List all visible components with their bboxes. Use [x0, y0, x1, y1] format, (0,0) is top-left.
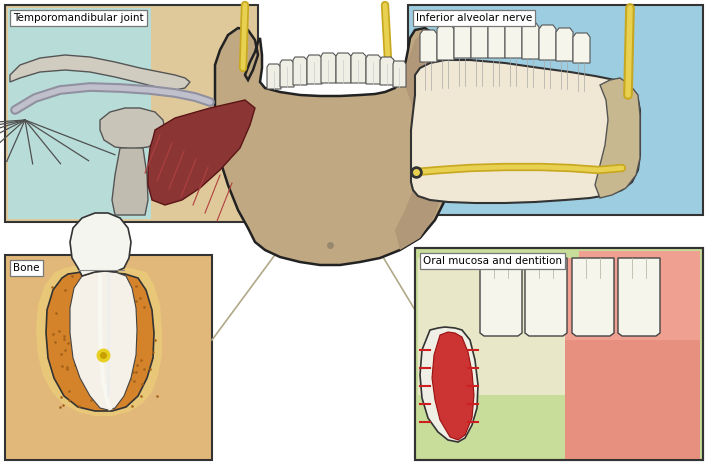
- Polygon shape: [366, 55, 381, 84]
- Polygon shape: [595, 78, 640, 198]
- Polygon shape: [454, 21, 471, 58]
- FancyBboxPatch shape: [415, 248, 703, 460]
- FancyBboxPatch shape: [5, 5, 258, 222]
- Polygon shape: [307, 55, 322, 84]
- Polygon shape: [46, 272, 154, 411]
- Polygon shape: [36, 265, 162, 416]
- Polygon shape: [395, 30, 448, 250]
- FancyBboxPatch shape: [408, 5, 703, 215]
- Polygon shape: [488, 21, 505, 58]
- Polygon shape: [293, 57, 307, 85]
- Polygon shape: [267, 64, 281, 89]
- Polygon shape: [148, 100, 255, 205]
- Polygon shape: [393, 61, 406, 87]
- Polygon shape: [420, 327, 478, 442]
- Polygon shape: [336, 53, 351, 83]
- FancyBboxPatch shape: [8, 8, 151, 219]
- Polygon shape: [522, 23, 539, 59]
- Polygon shape: [437, 25, 454, 60]
- Polygon shape: [556, 28, 573, 61]
- Polygon shape: [215, 28, 452, 265]
- Polygon shape: [70, 213, 131, 276]
- Polygon shape: [321, 53, 336, 83]
- Polygon shape: [380, 57, 394, 85]
- Polygon shape: [280, 60, 294, 87]
- Polygon shape: [351, 53, 366, 83]
- Polygon shape: [505, 21, 522, 58]
- Polygon shape: [480, 258, 522, 336]
- Text: Oral mucosa and dentition: Oral mucosa and dentition: [423, 256, 562, 266]
- Polygon shape: [10, 55, 190, 90]
- Polygon shape: [420, 30, 437, 62]
- Polygon shape: [432, 332, 474, 440]
- Polygon shape: [112, 148, 148, 215]
- Polygon shape: [525, 258, 567, 336]
- Polygon shape: [70, 271, 137, 410]
- Polygon shape: [565, 340, 700, 460]
- FancyBboxPatch shape: [5, 255, 212, 460]
- Polygon shape: [100, 108, 165, 149]
- Polygon shape: [539, 25, 556, 60]
- Polygon shape: [572, 258, 614, 336]
- Polygon shape: [565, 258, 700, 395]
- Polygon shape: [573, 33, 590, 63]
- Text: Inferior alveolar nerve: Inferior alveolar nerve: [416, 13, 532, 23]
- Text: Temporomandibular joint: Temporomandibular joint: [13, 13, 144, 23]
- Polygon shape: [618, 258, 660, 336]
- Text: Bone: Bone: [13, 263, 40, 273]
- Polygon shape: [411, 60, 640, 203]
- Polygon shape: [471, 21, 488, 58]
- FancyBboxPatch shape: [579, 251, 700, 457]
- Polygon shape: [418, 258, 638, 395]
